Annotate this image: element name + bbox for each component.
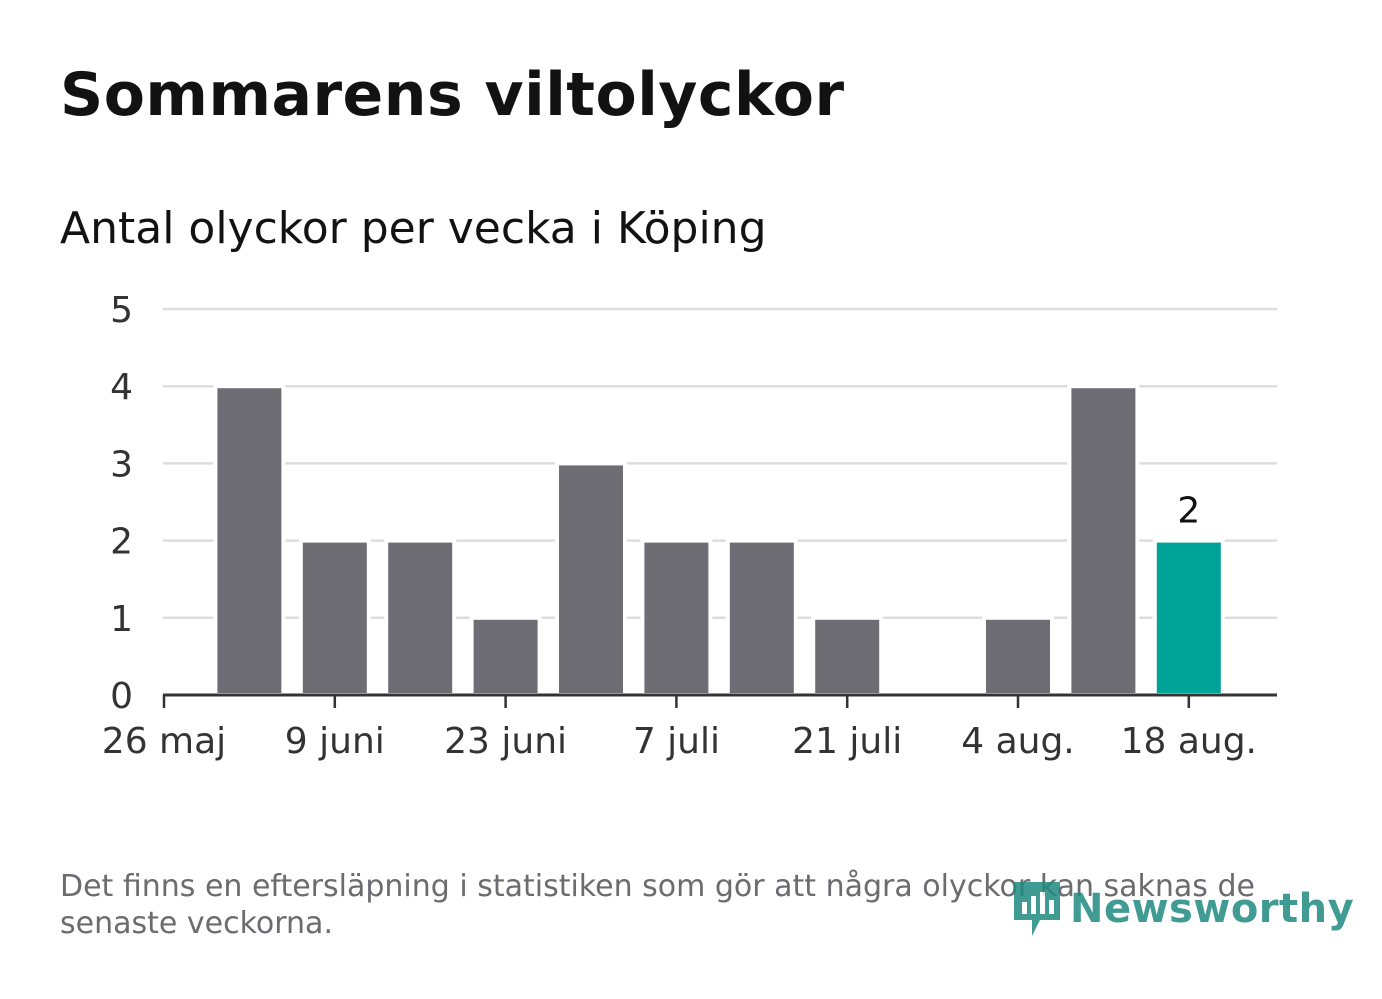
y-tick-label: 3 (110, 444, 133, 485)
x-tick-label: 7 juli (633, 721, 720, 762)
chart-title: Sommarens viltolyckor (60, 60, 845, 130)
bar (298, 538, 371, 697)
chart-subtitle: Antal olyckor per vecka i Köping (60, 203, 767, 254)
bar (640, 538, 713, 697)
bar (982, 615, 1054, 697)
y-tick-label: 4 (110, 367, 133, 408)
newsworthy-logo-text: Newsworthy (1070, 886, 1355, 932)
bar-chart: 0 1 2 3 4 5 2 26 maj 9 juni 23 juni 7 juli 21 juli 4… (102, 290, 1277, 762)
bar (1067, 384, 1140, 697)
newsworthy-logo-icon (1014, 882, 1060, 936)
bar (811, 615, 884, 697)
y-tick-label: 5 (110, 290, 133, 331)
data-label: 2 (1177, 491, 1200, 532)
x-tick-label: 9 juni (285, 721, 385, 762)
x-tick-label: 26 maj (102, 721, 226, 762)
x-tick-label: 23 juni (444, 721, 567, 762)
x-tick-label: 21 juli (792, 721, 902, 762)
bar (469, 615, 542, 697)
y-tick-label: 0 (110, 676, 133, 717)
bar (213, 384, 286, 697)
bar (555, 461, 627, 697)
x-tick-label: 18 aug. (1121, 721, 1257, 762)
bar (384, 538, 457, 697)
bar-highlight (1152, 538, 1225, 697)
y-tick-label: 2 (110, 522, 133, 563)
y-tick-label: 1 (110, 599, 133, 640)
x-tick-label: 4 aug. (961, 721, 1075, 762)
bar (725, 538, 798, 697)
newsworthy-logo: Newsworthy (1010, 878, 1354, 940)
